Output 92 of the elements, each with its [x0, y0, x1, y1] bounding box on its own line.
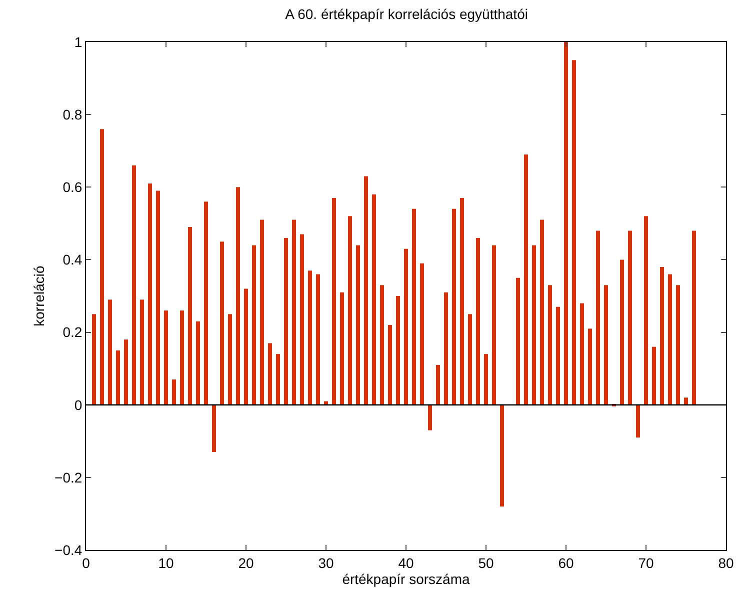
bar: [124, 340, 128, 405]
bar: [412, 208, 416, 405]
x-tick-label: 20: [238, 554, 254, 571]
bar: [236, 187, 240, 405]
y-tick-label: 0.2: [62, 324, 82, 340]
y-tick-label: 1: [74, 34, 82, 50]
y-axis-title: korreláció: [31, 265, 48, 326]
bar: [92, 314, 96, 405]
bar: [252, 245, 256, 405]
bar: [364, 176, 368, 405]
bar: [524, 154, 528, 405]
y-tick-label: 0: [74, 396, 82, 413]
bar: [596, 230, 600, 405]
bar: [388, 325, 392, 405]
bar: [540, 220, 544, 405]
y-tick-label: 0.4: [62, 252, 82, 268]
bar: [444, 292, 448, 405]
bar: [452, 208, 456, 405]
bar: [556, 306, 560, 405]
bar: [292, 220, 296, 405]
bar: [620, 260, 624, 405]
bar: [636, 404, 640, 438]
x-tick-label: 40: [398, 554, 414, 571]
x-tick-label: 60: [558, 554, 574, 571]
bar: [628, 230, 632, 405]
bar: [332, 198, 336, 405]
x-axis-title: értékpapír sorszáma: [342, 571, 470, 588]
bar: [244, 288, 248, 405]
bar: [572, 60, 576, 405]
bar: [692, 230, 696, 405]
bar: [316, 274, 320, 405]
x-tick-label: 10: [158, 554, 174, 571]
bar: [436, 364, 440, 405]
bar: [460, 198, 464, 405]
bar: [492, 245, 496, 405]
bar: [164, 310, 168, 405]
bar: [260, 220, 264, 405]
bar: [660, 266, 664, 405]
bar: [300, 234, 304, 405]
bar: [132, 165, 136, 405]
bar: [372, 194, 376, 405]
x-tick-label: 70: [638, 554, 654, 571]
bar: [516, 278, 520, 405]
x-tick-label: 80: [718, 554, 734, 571]
bar: [356, 245, 360, 405]
bar: [148, 184, 152, 405]
bar: [604, 285, 608, 405]
bar: [420, 263, 424, 405]
x-tick-label: 50: [478, 554, 494, 571]
bar: [348, 216, 352, 405]
bar: [140, 300, 144, 405]
bar: [212, 404, 216, 452]
bar: [404, 248, 408, 405]
bar: [100, 129, 104, 405]
bar: [644, 216, 648, 405]
bar: [308, 270, 312, 405]
bar: [468, 314, 472, 405]
bar: [428, 404, 432, 430]
bar: [276, 354, 280, 405]
bar: [380, 285, 384, 405]
bar: [484, 354, 488, 405]
chart-title: A 60. értékpapír korrelációs együtthatói: [285, 6, 528, 22]
bar: [548, 285, 552, 405]
bar: [108, 300, 112, 405]
bar: [668, 274, 672, 405]
bar: [564, 42, 568, 405]
bar: [284, 238, 288, 405]
y-tick-label: −0.4: [54, 542, 82, 558]
bar: [196, 321, 200, 405]
bar: [588, 328, 592, 405]
bar: [532, 245, 536, 405]
y-tick-label: 0.6: [62, 179, 82, 196]
bar: [156, 190, 160, 405]
bar: [228, 314, 232, 405]
bar: [340, 292, 344, 405]
bar: [500, 404, 504, 506]
bar: [676, 285, 680, 405]
bar: [580, 303, 584, 405]
bar: [268, 343, 272, 405]
bar: [172, 379, 176, 405]
y-tick-label: −0.2: [54, 469, 82, 486]
bar: [396, 296, 400, 405]
bar: [204, 202, 208, 405]
bar: [180, 310, 184, 405]
bar: [684, 398, 688, 405]
bar: [220, 242, 224, 405]
bar: [476, 238, 480, 405]
bar: [652, 346, 656, 405]
bar: [116, 350, 120, 405]
x-tick-label: 30: [318, 554, 334, 571]
bar: [188, 227, 192, 405]
y-tick-label: 0.8: [62, 106, 82, 122]
